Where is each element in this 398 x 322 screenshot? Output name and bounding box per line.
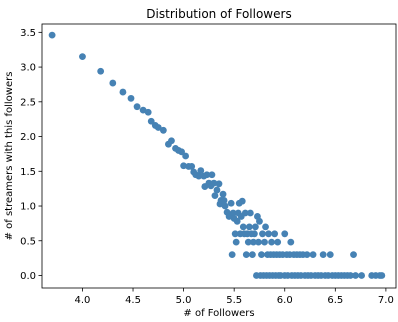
scatter-point [227,199,235,207]
scatter-point [274,238,282,246]
scatter-point [265,230,272,238]
scatter-point [259,230,266,238]
x-tick-label: 4.5 [125,295,141,306]
scatter-point [255,238,262,246]
scatter-point [210,179,218,187]
scatter-point [215,180,223,188]
scatter-point [228,251,236,259]
y-axis-label: # of streamers with this followers [4,72,15,241]
scatter-point [208,171,216,179]
plot-frame [41,23,397,289]
x-tick-label: 5.5 [226,295,242,306]
y-tick-label: 0.0 [20,271,36,282]
scatter-point [219,190,227,198]
y-tick-label: 2.0 [20,132,36,143]
scatter-point [182,152,190,160]
scatter-point [211,192,219,200]
scatter-point [239,223,247,231]
scatter-point [287,238,295,246]
scatter-point [144,108,152,116]
scatter-point [281,230,289,238]
scatter-point [268,238,275,246]
scatter-point [238,197,246,205]
scatter-point [256,217,263,225]
scatter-point [197,167,205,174]
scatter-point [159,126,167,134]
scatter-point [309,251,317,259]
scatter-point [231,230,239,238]
scatter-point [246,209,254,217]
scatter-point [109,79,117,87]
scatter-point [303,251,311,259]
scatter-point [119,88,127,96]
scatter-point [352,272,359,279]
y-tick-label: 3.5 [20,28,36,39]
scatter-point [347,272,354,279]
scatter-point [358,272,366,279]
scatter-point [127,94,135,102]
y-tick-label: 2.5 [20,97,36,108]
y-tick-label: 1.5 [20,167,36,178]
y-tick-label: 1.0 [20,202,36,213]
scatter-point [378,272,386,279]
scatter-point [154,124,162,131]
scatter-point [220,197,228,204]
x-tick-label: 6.0 [277,295,293,306]
x-tick-label: 6.5 [327,295,343,306]
scatter-point [258,251,265,259]
scatter-point [48,31,56,39]
scatter-point [221,202,229,210]
scatter-point [178,148,185,156]
scatter-point [326,251,334,259]
scatter-point [229,209,237,217]
scatter-point [261,238,268,246]
scatter-point [203,171,211,179]
x-tick-label: 4.0 [75,295,91,306]
scatter-point [147,117,155,125]
scatter-point [271,230,279,238]
x-axis-ticks: 4.0 4.5 5.0 5.5 6.0 6.5 7.0 [75,288,394,306]
x-tick-label: 7.0 [378,295,394,306]
scatter-point [350,251,357,259]
scatter-point [319,251,327,259]
plot-area [48,31,386,279]
scatter-point [262,223,269,231]
scatter-point [248,251,256,259]
scatter-point [252,223,259,231]
scatter-point [195,172,203,180]
y-tick-label: 0.5 [20,236,36,247]
scatter-point [168,137,175,145]
scatter-point [244,238,252,246]
scatter-point [180,162,188,170]
scatter-point [251,230,258,238]
scatter-point [188,163,196,170]
y-axis-ticks: 0.0 0.5 1.0 1.5 2.0 2.5 3.0 3.5 [20,28,42,282]
scatter-point [249,238,257,246]
scatter-point [97,67,105,75]
scatter-point [245,223,253,231]
chart-title: Distribution of Followers [146,7,291,21]
scatter-point [241,209,249,217]
scatter-point [232,238,240,246]
x-axis-label: # of Followers [183,308,254,319]
scatter-point [242,251,250,259]
scatter-point [79,53,86,61]
scatter-point [133,103,141,111]
scatter-point [233,217,241,225]
y-tick-label: 3.0 [20,63,36,74]
scatter-point [213,186,221,194]
x-tick-label: 5.0 [176,295,192,306]
